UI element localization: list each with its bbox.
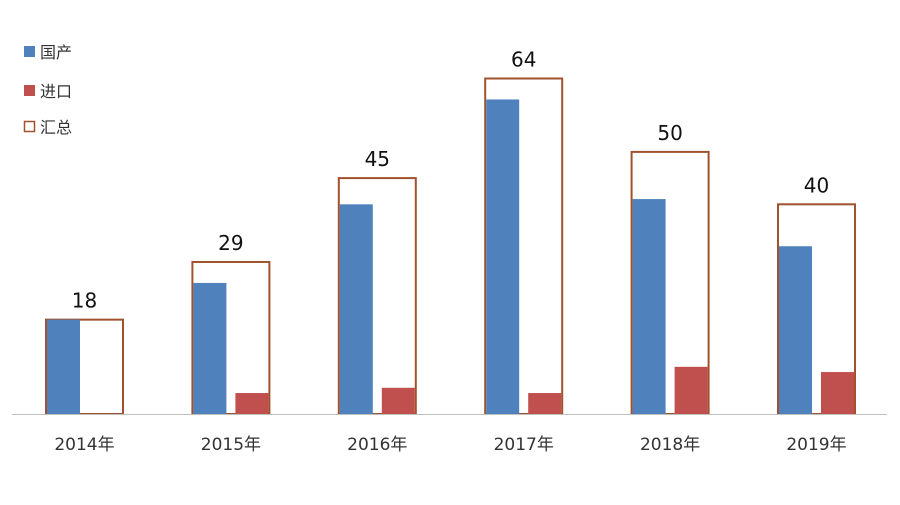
bar-domestic-1 (193, 282, 227, 414)
data-label-4: 50 (657, 121, 682, 145)
x-tick-label-4: 2018年 (640, 435, 700, 455)
bar-domestic-3 (486, 99, 520, 414)
legend-swatch-2 (23, 120, 36, 133)
bar-import-3 (528, 393, 562, 414)
bar-domestic-5 (779, 246, 812, 414)
legend-label-0: 国产 (40, 43, 72, 62)
legend-label-2: 汇总 (40, 118, 72, 137)
data-labels: 18 29 45 64 50 40 (72, 48, 829, 313)
x-tick-label-1: 2015年 (201, 435, 261, 455)
data-label-0: 18 (72, 289, 97, 313)
bar-domestic-4 (632, 199, 666, 414)
x-tick-label-5: 2019年 (786, 435, 846, 455)
bars (47, 99, 854, 414)
bar-import-1 (235, 393, 269, 414)
legend-swatch-1 (24, 85, 35, 96)
data-label-2: 45 (365, 147, 390, 171)
data-label-1: 29 (218, 231, 243, 255)
data-label-5: 40 (804, 173, 829, 197)
legend-label-1: 进口 (40, 82, 72, 101)
legend-swatch-0 (24, 46, 35, 57)
x-tick-label-3: 2017年 (494, 435, 554, 455)
bar-import-4 (674, 366, 708, 414)
bar-domestic-0 (47, 319, 80, 414)
bar-import-2 (381, 387, 415, 414)
data-label-3: 64 (511, 48, 536, 72)
x-tick-labels: 2014年 2015年 2016年 2017年 2018年 2019年 (54, 435, 846, 455)
bar-domestic-2 (339, 204, 373, 414)
x-tick-label-2: 2016年 (347, 435, 407, 455)
bar-import-5 (821, 372, 854, 414)
total-boxes (45, 77, 856, 415)
x-tick-label-0: 2014年 (54, 435, 114, 455)
